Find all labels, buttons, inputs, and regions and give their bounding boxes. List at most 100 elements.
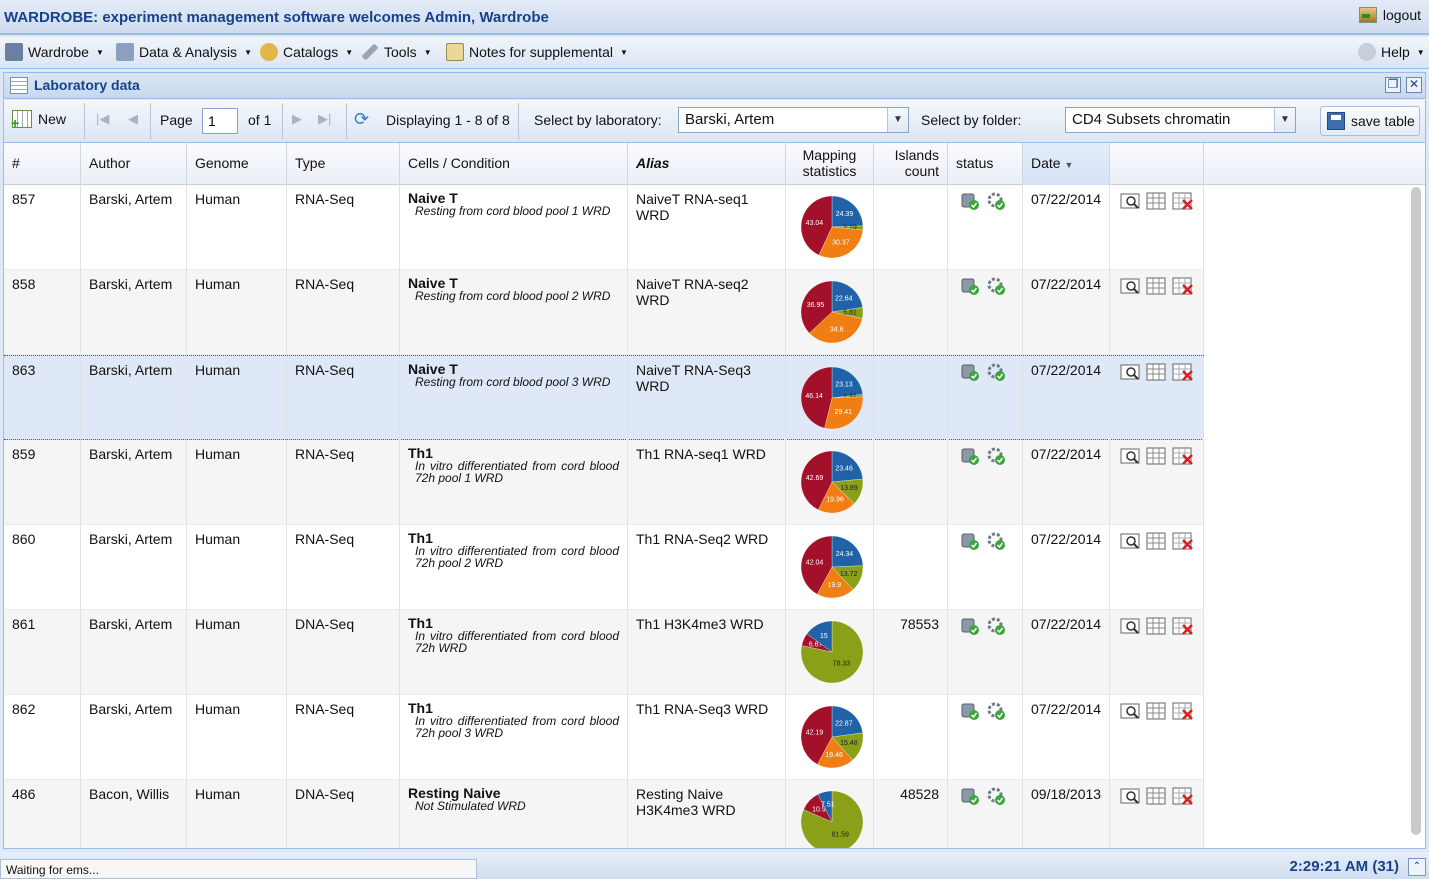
- delete-icon[interactable]: [1172, 276, 1194, 296]
- delete-icon[interactable]: [1172, 616, 1194, 636]
- table-row[interactable]: 861 Barski, Artem Human DNA-Seq Th1 In vitro …: [4, 610, 1204, 695]
- gear-check-icon[interactable]: [986, 701, 1006, 721]
- folder-select[interactable]: CD4 Subsets chromatin ▼: [1065, 107, 1296, 133]
- chevron-down-icon[interactable]: ▼: [1274, 108, 1295, 132]
- delete-icon[interactable]: [1172, 446, 1194, 466]
- database-check-icon[interactable]: [960, 276, 980, 296]
- database-check-icon[interactable]: [960, 701, 980, 721]
- gear-check-icon[interactable]: [986, 276, 1006, 296]
- delete-icon[interactable]: [1172, 362, 1194, 382]
- database-check-icon[interactable]: [960, 446, 980, 466]
- row-id: 860: [12, 531, 36, 547]
- table-row[interactable]: 858 Barski, Artem Human RNA-Seq Naive T Resti…: [4, 270, 1204, 355]
- next-page-icon[interactable]: ▶: [292, 111, 302, 126]
- table-view-icon[interactable]: [1146, 701, 1168, 721]
- row-date: 07/22/2014: [1031, 616, 1102, 632]
- delete-icon[interactable]: [1172, 701, 1194, 721]
- col-type[interactable]: Type: [287, 143, 400, 185]
- logout-label: logout: [1382, 7, 1421, 23]
- table-row[interactable]: 863 Barski, Artem Human RNA-Seq Naive T Resti…: [4, 355, 1204, 441]
- table-view-icon[interactable]: [1146, 531, 1168, 551]
- col-cells[interactable]: Cells / Condition: [400, 143, 628, 185]
- database-check-icon[interactable]: [960, 616, 980, 636]
- preview-icon[interactable]: [1120, 786, 1142, 806]
- preview-icon[interactable]: [1120, 191, 1142, 211]
- table-row[interactable]: 857 Barski, Artem Human RNA-Seq Naive T Resti…: [4, 185, 1204, 270]
- chevron-down-icon[interactable]: ▼: [887, 108, 908, 132]
- prev-page-icon[interactable]: ◀: [128, 111, 138, 126]
- col-author[interactable]: Author: [81, 143, 187, 185]
- pie-slice-label: 42.69: [806, 475, 824, 482]
- menu-data-analysis[interactable]: Data & Analysis ▼: [116, 43, 252, 61]
- row-author: Barski, Artem: [89, 276, 173, 292]
- restore-button[interactable]: ❐: [1385, 77, 1401, 93]
- col-date[interactable]: Date ▼: [1023, 143, 1110, 185]
- database-check-icon[interactable]: [960, 786, 980, 806]
- gear-check-icon[interactable]: [986, 362, 1006, 382]
- preview-icon[interactable]: [1120, 276, 1142, 296]
- cell-alias: NaiveT RNA-seq2 WRD: [628, 270, 786, 355]
- col-islands[interactable]: Islands count: [874, 143, 948, 185]
- table-row[interactable]: 860 Barski, Artem Human RNA-Seq Th1 In vitro …: [4, 525, 1204, 610]
- vertical-scrollbar[interactable]: [1411, 187, 1421, 835]
- table-view-icon[interactable]: [1146, 616, 1168, 636]
- preview-icon[interactable]: [1120, 616, 1142, 636]
- logout-button[interactable]: logout: [1358, 7, 1421, 23]
- lab-select[interactable]: Barski, Artem ▼: [678, 107, 909, 133]
- table-view-icon[interactable]: [1146, 276, 1168, 296]
- menu-tools[interactable]: Tools ▼: [361, 43, 432, 61]
- gear-check-icon[interactable]: [986, 531, 1006, 551]
- table-view-icon[interactable]: [1146, 191, 1168, 211]
- new-button[interactable]: + New: [11, 110, 66, 130]
- menu-catalogs[interactable]: Catalogs ▼: [260, 43, 353, 61]
- preview-icon[interactable]: [1120, 701, 1142, 721]
- table-row[interactable]: 486 Bacon, Willis Human DNA-Seq Resting Naiv…: [4, 780, 1204, 848]
- delete-icon[interactable]: [1172, 786, 1194, 806]
- delete-icon[interactable]: [1172, 531, 1194, 551]
- refresh-icon[interactable]: ⟳: [354, 109, 370, 129]
- mapping-pie-chart: 22.87 15.48 19.46 42.19: [800, 705, 864, 769]
- pie-slice: [817, 736, 853, 769]
- col-genome[interactable]: Genome: [187, 143, 287, 185]
- table-view-icon[interactable]: [1146, 786, 1168, 806]
- row-genome: Human: [195, 531, 241, 547]
- col-mapping[interactable]: Mapping statistics: [786, 143, 874, 185]
- delete-icon[interactable]: [1172, 191, 1194, 211]
- col-alias[interactable]: Alias: [628, 143, 786, 185]
- first-page-icon[interactable]: |◀: [96, 111, 110, 126]
- save-table-button[interactable]: save table: [1320, 106, 1420, 136]
- catalogs-icon: [260, 43, 278, 61]
- gear-check-icon[interactable]: [986, 446, 1006, 466]
- pie-slice-label: 13.89: [840, 485, 858, 492]
- table-view-icon[interactable]: [1146, 362, 1168, 382]
- col-status[interactable]: status: [948, 143, 1023, 185]
- database-check-icon[interactable]: [960, 362, 980, 382]
- table-row[interactable]: 859 Barski, Artem Human RNA-Seq Th1 In vitro …: [4, 440, 1204, 525]
- last-page-icon[interactable]: ▶|: [318, 111, 332, 126]
- close-button[interactable]: ✕: [1406, 77, 1422, 93]
- table-view-icon[interactable]: [1146, 446, 1168, 466]
- preview-icon[interactable]: [1120, 446, 1142, 466]
- gear-check-icon[interactable]: [986, 191, 1006, 211]
- page-input[interactable]: [202, 108, 238, 134]
- preview-icon[interactable]: [1120, 531, 1142, 551]
- menu-notes[interactable]: Notes for supplemental ▼: [446, 43, 628, 61]
- pie-slice-label: 24.39: [836, 211, 854, 218]
- condition-text: In vitro differentiated from cord blood …: [415, 714, 619, 740]
- database-check-icon[interactable]: [960, 531, 980, 551]
- pie-slice-label: 19.96: [826, 497, 844, 504]
- pie-slice-label: 15: [820, 633, 828, 640]
- preview-icon[interactable]: [1120, 362, 1142, 382]
- col-num[interactable]: #: [4, 143, 81, 185]
- menu-help[interactable]: Help ▼: [1358, 43, 1425, 61]
- table-row[interactable]: 862 Barski, Artem Human RNA-Seq Th1 In vitro …: [4, 695, 1204, 780]
- menu-wardrobe[interactable]: Wardrobe ▼: [5, 43, 104, 61]
- gear-check-icon[interactable]: [986, 616, 1006, 636]
- collapse-button[interactable]: ⌃: [1408, 858, 1426, 876]
- gear-check-icon[interactable]: [986, 786, 1006, 806]
- row-alias: NaiveT RNA-seq2 WRD: [636, 276, 749, 308]
- pie-slice-label: 19.46: [825, 752, 843, 759]
- cell-status: [948, 185, 1023, 270]
- database-check-icon[interactable]: [960, 191, 980, 211]
- pie-slice-label: 36.95: [807, 302, 825, 309]
